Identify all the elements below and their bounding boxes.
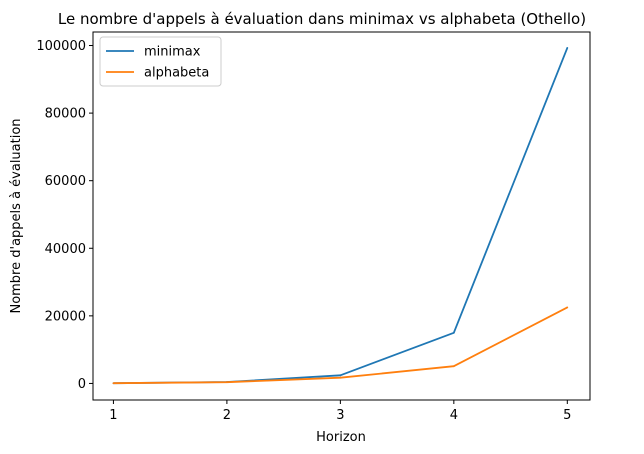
y-tick-label: 0 [78,377,86,392]
y-tick-label: 60000 [45,174,86,189]
y-tick-label: 100000 [36,39,86,54]
y-tick-label: 20000 [45,309,86,324]
data-point-minimax [566,46,569,49]
chart-title: Le nombre d'appels à évaluation dans min… [58,10,586,28]
data-point-minimax [339,374,342,377]
plot-frame [92,31,591,401]
series-lines [112,46,569,385]
x-tick-label: 4 [450,408,458,423]
x-axis-label: Horizon [316,430,366,445]
x-tick-label: 2 [223,408,231,423]
data-point-alphabeta [566,306,569,309]
legend-box [99,36,222,87]
data-point-alphabeta [112,382,115,385]
x-tick-label: 3 [336,408,344,423]
y-tick-label: 40000 [45,242,86,257]
y-axis-label: Nombre d'appels à évaluation [9,118,24,313]
y-tick-label: 80000 [45,107,86,122]
legend-label-minimax: minimax [144,45,201,60]
plot-area [92,31,591,401]
x-axis: 1 2 3 4 5 [109,400,571,423]
legend: minimax alphabeta [99,36,222,87]
data-point-alphabeta [225,381,228,384]
series-line-minimax [113,47,569,385]
legend-label-alphabeta: alphabeta [144,66,209,81]
x-tick-label: 5 [563,408,571,423]
data-point-minimax [452,331,455,334]
data-point-alphabeta [339,376,342,379]
x-tick-label: 1 [109,408,117,423]
data-point-alphabeta [452,365,455,368]
series-line-alphabeta [113,306,568,385]
y-axis: 0 20000 40000 60000 80000 100000 [36,39,93,392]
